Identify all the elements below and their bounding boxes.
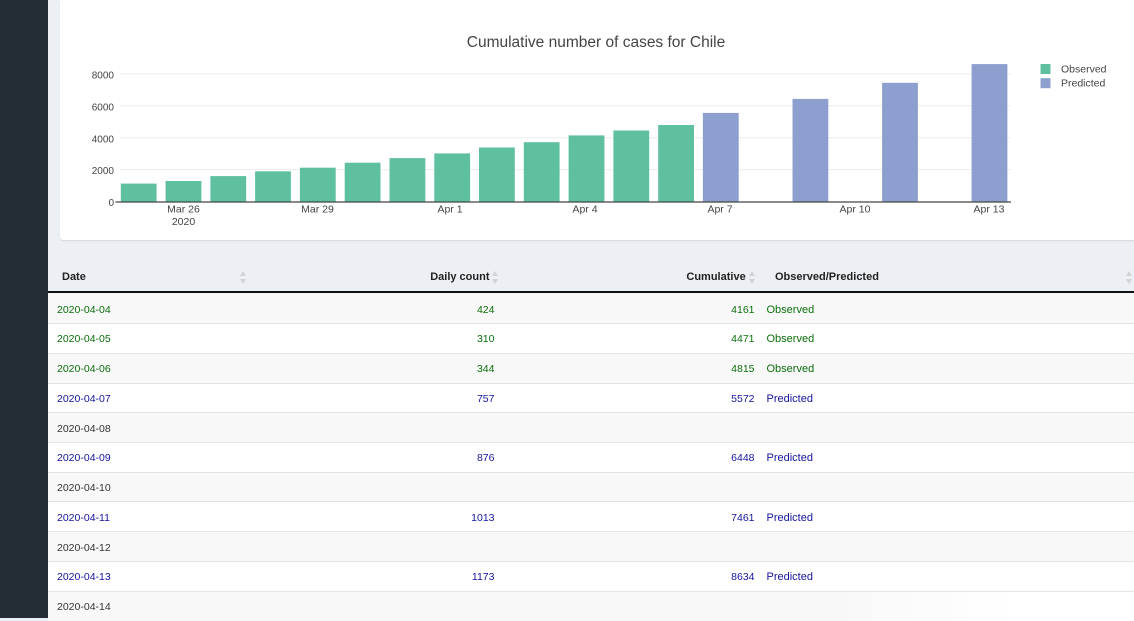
svg-text:6000: 6000 <box>92 102 115 113</box>
svg-text:Predicted: Predicted <box>1061 78 1106 90</box>
svg-text:Apr 13: Apr 13 <box>974 204 1005 216</box>
svg-text:Mar 29: Mar 29 <box>301 204 334 216</box>
svg-text:Apr 1: Apr 1 <box>437 204 462 216</box>
svg-text:Observed: Observed <box>1061 64 1107 76</box>
svg-text:Apr 4: Apr 4 <box>572 204 597 216</box>
svg-text:2020: 2020 <box>172 216 196 228</box>
svg-text:0: 0 <box>108 198 114 209</box>
svg-text:2000: 2000 <box>92 166 115 177</box>
svg-text:Apr 10: Apr 10 <box>840 204 871 216</box>
svg-text:4000: 4000 <box>92 134 115 145</box>
svg-text:Cumulative number of cases for: Cumulative number of cases for Chile <box>467 34 725 51</box>
svg-text:8000: 8000 <box>92 71 115 82</box>
svg-text:Apr 7: Apr 7 <box>707 204 732 216</box>
svg-text:Mar 26: Mar 26 <box>167 204 200 216</box>
